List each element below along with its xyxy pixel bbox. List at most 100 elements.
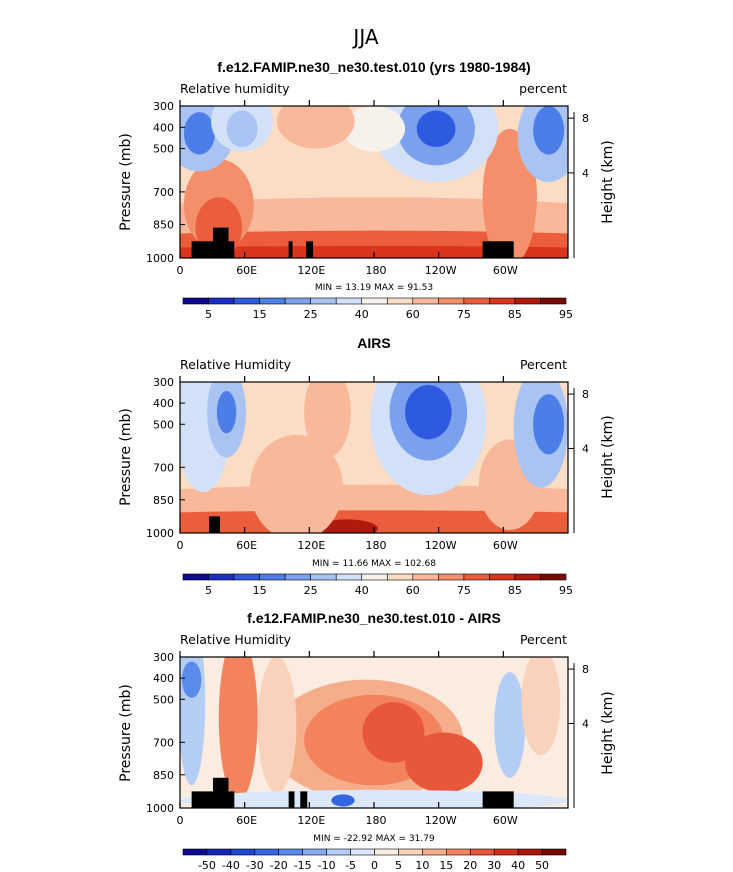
contour-region bbox=[181, 661, 202, 698]
colorbar-label: 60 bbox=[406, 308, 420, 321]
y-tick-label: 400 bbox=[153, 672, 174, 685]
colorbar-swatch bbox=[517, 848, 543, 856]
colorbar-label: 15 bbox=[253, 584, 267, 597]
contour-plot: 300 400 500 700 850 1000 8 4 0 60E 120E 180 120W 60W bbox=[146, 376, 589, 552]
colorbar-label: -5 bbox=[345, 859, 356, 872]
colorbar-label: 60 bbox=[406, 584, 420, 597]
colorbar-label: -50 bbox=[198, 859, 216, 872]
colorbar-label: -10 bbox=[318, 859, 336, 872]
colorbar-label: 0 bbox=[371, 859, 378, 872]
y-axis-label: Pressure (mb) bbox=[118, 684, 134, 782]
contour-region bbox=[362, 702, 425, 763]
colorbar-swatch bbox=[182, 573, 209, 581]
colorbar-swatch bbox=[182, 848, 208, 856]
colorbar-swatch bbox=[206, 848, 232, 856]
y-right-tick-label: 4 bbox=[582, 442, 589, 455]
colorbar-swatch bbox=[230, 848, 256, 856]
colorbar-swatch bbox=[412, 297, 439, 305]
contour-region bbox=[315, 519, 378, 533]
colorbar-label: 20 bbox=[463, 859, 477, 872]
colorbar-swatch bbox=[386, 297, 414, 305]
colorbar-swatch bbox=[541, 848, 567, 856]
colorbar-swatch bbox=[463, 297, 490, 305]
colorbar-swatch bbox=[259, 573, 286, 581]
colorbar-swatch bbox=[386, 573, 414, 581]
topography-mask bbox=[288, 241, 293, 258]
panel-title: f.e12.FAMIP.ne30_ne30.test.010 (yrs 1980… bbox=[217, 59, 530, 75]
topography-mask bbox=[209, 516, 220, 533]
y-right-tick-label: 4 bbox=[582, 167, 589, 180]
contour-plot: 300 400 500 700 850 1000 8 4 0 60E 120E 180 120W 60W bbox=[146, 651, 589, 827]
colorbar-swatch bbox=[463, 573, 490, 581]
colorbar-swatch bbox=[438, 573, 465, 581]
right-label: percent bbox=[519, 81, 567, 96]
contour-region bbox=[533, 106, 565, 155]
colorbar-swatch bbox=[446, 848, 471, 856]
left-label: Relative humidity bbox=[180, 81, 290, 96]
colorbar-swatch bbox=[422, 848, 447, 856]
colorbar-label: 30 bbox=[487, 859, 501, 872]
y-tick-label: 1000 bbox=[146, 802, 174, 815]
colorbar-swatch bbox=[398, 848, 423, 856]
colorbar-label: -15 bbox=[294, 859, 312, 872]
colorbar: 5 15 25 40 60 75 85 95 bbox=[182, 297, 573, 321]
y-axis-label-right: Height (km) bbox=[600, 140, 616, 223]
contour-region bbox=[257, 657, 297, 793]
colorbar-swatch bbox=[335, 573, 363, 581]
colorbar-label: 40 bbox=[355, 308, 369, 321]
contour-region bbox=[533, 394, 565, 455]
y-axis-label-right: Height (km) bbox=[600, 691, 616, 774]
colorbar-swatch bbox=[374, 848, 399, 856]
x-tick-label: 120E bbox=[297, 264, 325, 277]
colorbar-label: 5 bbox=[205, 308, 212, 321]
colorbar-swatch bbox=[469, 848, 495, 856]
y-tick-label: 700 bbox=[153, 736, 174, 749]
colorbar-swatch bbox=[302, 848, 327, 856]
colorbar-label: 95 bbox=[559, 308, 573, 321]
contour-region bbox=[216, 391, 237, 434]
y-tick-label: 500 bbox=[153, 143, 174, 156]
colorbar-swatch bbox=[233, 573, 260, 581]
colorbar-swatch bbox=[361, 573, 388, 581]
colorbar-label: -30 bbox=[246, 859, 264, 872]
y-axis-label: Pressure (mb) bbox=[118, 408, 134, 506]
left-label: Relative Humidity bbox=[180, 632, 292, 647]
x-tick-label: 0 bbox=[177, 539, 184, 552]
colorbar-label: 40 bbox=[511, 859, 525, 872]
topography-mask bbox=[300, 791, 308, 808]
colorbar-swatch bbox=[350, 848, 375, 856]
y-tick-label: 300 bbox=[153, 100, 174, 113]
colorbar-swatch bbox=[540, 573, 567, 581]
x-tick-label: 180 bbox=[366, 814, 387, 827]
y-tick-label: 500 bbox=[153, 693, 174, 706]
y-tick-label: 850 bbox=[153, 219, 174, 232]
colorbar-swatch bbox=[412, 573, 439, 581]
colorbar-swatch bbox=[259, 297, 286, 305]
contour-region bbox=[521, 657, 561, 756]
colorbar-swatch bbox=[310, 297, 337, 305]
x-tick-label: 60E bbox=[236, 264, 257, 277]
x-tick-label: 0 bbox=[177, 264, 184, 277]
contour-region bbox=[494, 672, 526, 778]
colorbar-swatch bbox=[493, 848, 519, 856]
x-tick-label: 180 bbox=[366, 264, 387, 277]
y-tick-label: 850 bbox=[153, 494, 174, 507]
panel-airs: AIRS Relative Humidity Percent 300400500… bbox=[118, 335, 616, 597]
contour-region bbox=[218, 657, 258, 801]
x-tick-label: 60E bbox=[236, 539, 257, 552]
colorbar-swatch bbox=[310, 573, 337, 581]
topography-mask bbox=[288, 791, 295, 808]
y-tick-label: 400 bbox=[153, 121, 174, 134]
y-tick-label: 1000 bbox=[146, 527, 174, 540]
colorbar-label: 85 bbox=[508, 308, 522, 321]
colorbar-swatch bbox=[489, 573, 516, 581]
colorbar-swatch bbox=[335, 297, 363, 305]
topography-mask bbox=[482, 791, 514, 808]
contour-region bbox=[416, 110, 456, 148]
topography-mask bbox=[212, 777, 229, 808]
y-right-tick-label: 8 bbox=[582, 112, 589, 125]
colorbar-swatch bbox=[361, 297, 388, 305]
panel-model: f.e12.FAMIP.ne30_ne30.test.010 (yrs 1980… bbox=[118, 59, 616, 321]
y-tick-label: 850 bbox=[153, 769, 174, 782]
